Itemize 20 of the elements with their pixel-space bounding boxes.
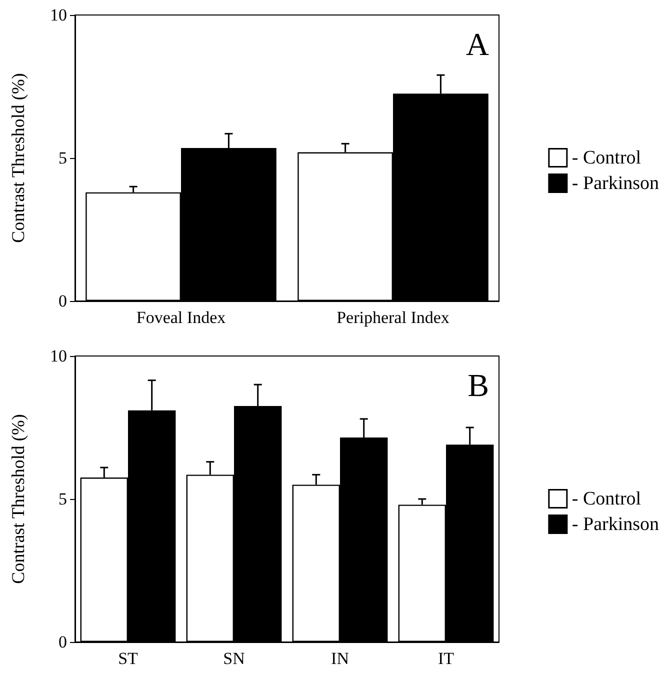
x-tick-label: IN <box>331 648 349 668</box>
legend-label: - Parkinson <box>572 513 660 534</box>
x-tick-label: Peripheral Index <box>336 308 450 327</box>
legend-label: - Control <box>572 147 642 168</box>
y-tick-label: 0 <box>58 632 67 651</box>
y-tick-label: 5 <box>58 148 67 168</box>
x-tick-label: Foveal Index <box>136 308 226 327</box>
x-tick-label: ST <box>118 648 139 668</box>
x-tick-label: SN <box>223 648 245 668</box>
y-tick-label: 10 <box>50 346 67 365</box>
legend-label: - Parkinson <box>572 172 660 194</box>
y-axis-title: Contrast Threshold (%) <box>8 73 28 243</box>
annotation: B <box>468 366 489 402</box>
annotation: A <box>466 26 489 62</box>
legend-label: - Control <box>572 488 642 509</box>
x-tick-label: IT <box>438 648 455 668</box>
y-tick-label: 0 <box>58 292 67 310</box>
y-axis-title: Contrast Threshold (%) <box>8 414 28 584</box>
y-tick-label: 10 <box>50 6 67 24</box>
y-tick-label: 5 <box>58 489 67 508</box>
